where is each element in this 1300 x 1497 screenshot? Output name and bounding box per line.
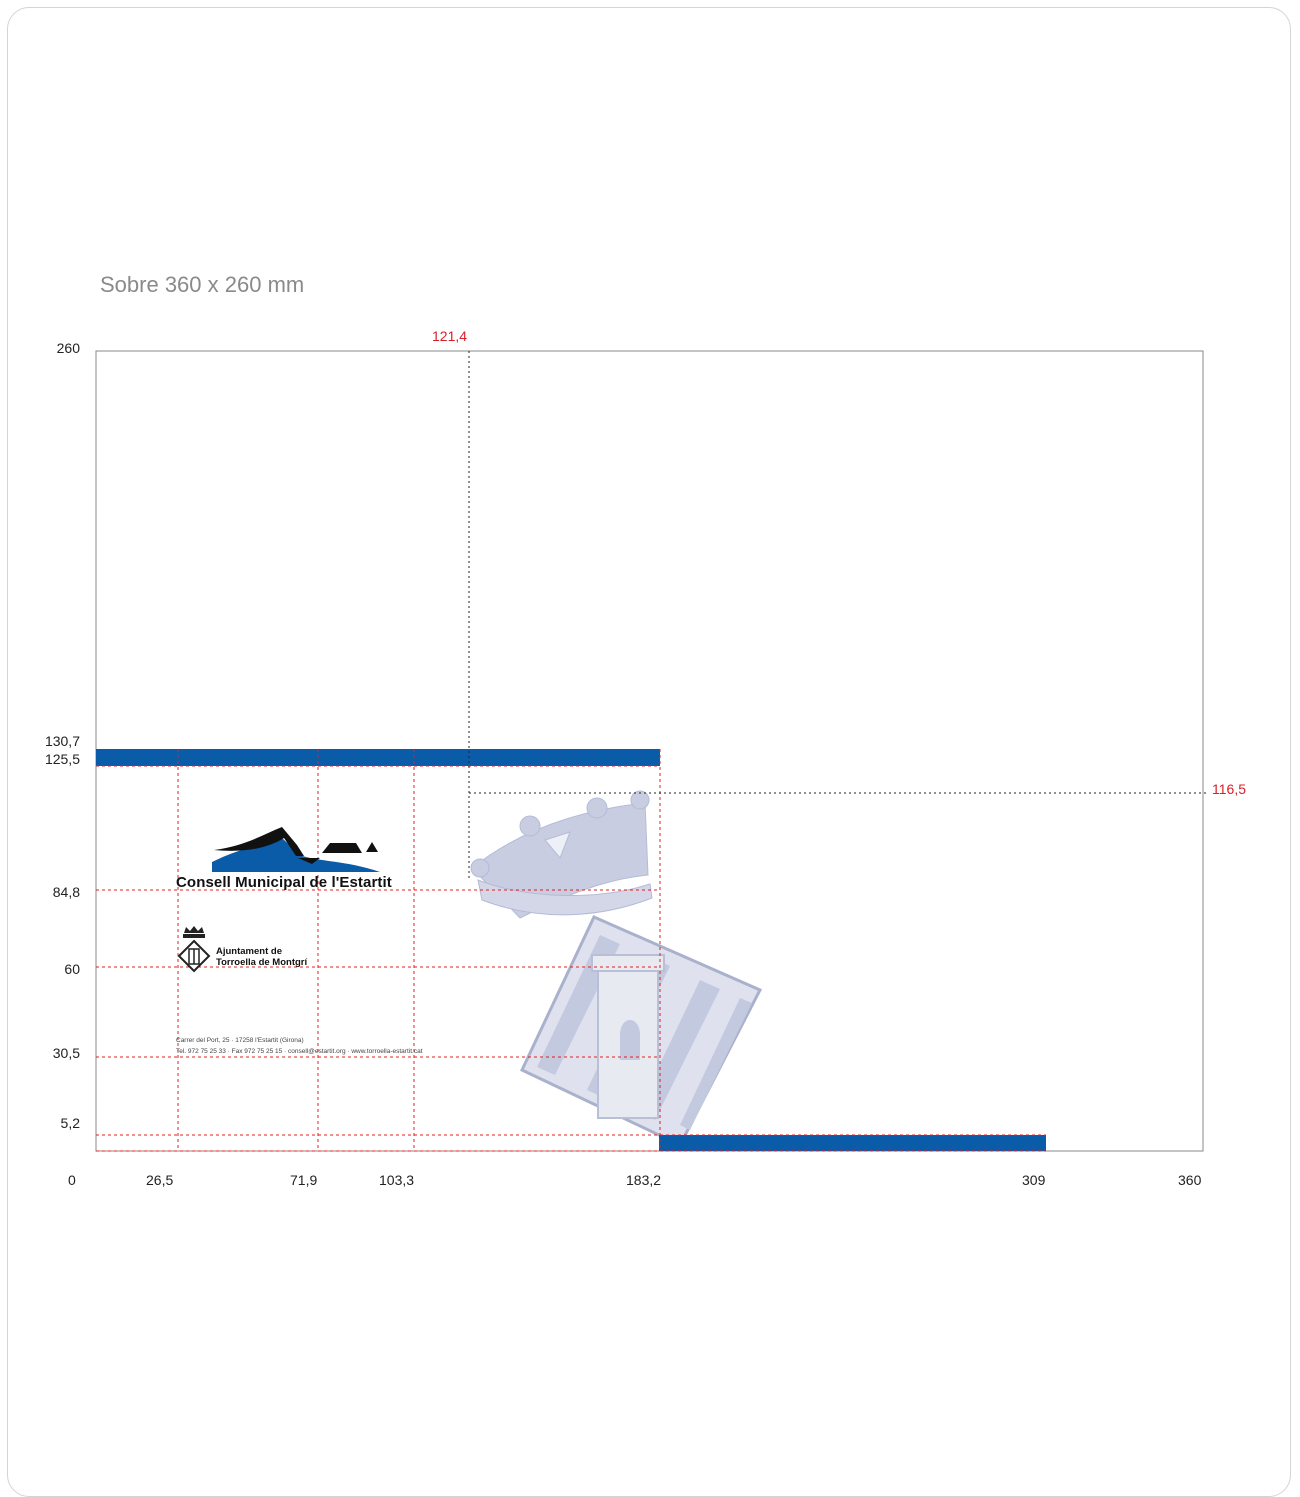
y-mark-label: 5,2 <box>60 1115 80 1131</box>
address-line2: Tel. 972 75 25 33 · Fax 972 75 25 15 · c… <box>176 1048 423 1055</box>
x-mark-label: 103,3 <box>379 1172 415 1188</box>
y-mark-label: 125,5 <box>44 751 80 767</box>
y-axis-top-label: 260 <box>56 340 80 356</box>
ajuntament-line1: Ajuntament de <box>216 946 282 957</box>
bottom-band <box>659 1135 1046 1151</box>
x-axis-end-label: 360 <box>1178 1172 1202 1188</box>
mountain-logo-icon <box>212 827 380 872</box>
black-guides <box>468 351 1208 880</box>
y-mark-label: 30,5 <box>52 1045 80 1061</box>
watermark-shield-icon <box>520 915 763 1147</box>
ajuntament-shield-icon <box>177 926 211 973</box>
watermark-crown-icon <box>470 790 653 919</box>
y-mark-label: 130,7 <box>44 733 80 749</box>
x-axis-origin-label: 0 <box>68 1172 76 1188</box>
y-mark-label: 84,8 <box>52 884 80 900</box>
red-mark-right-label: 116,5 <box>1212 781 1246 797</box>
red-mark-top-label: 121,4 <box>432 328 468 344</box>
address-line1: Carrer del Port, 25 · 17258 l'Estartit (… <box>176 1037 304 1044</box>
red-guides <box>96 749 1046 1152</box>
x-mark-label: 183,2 <box>626 1172 662 1188</box>
x-mark-label: 71,9 <box>290 1172 318 1188</box>
x-mark-label: 26,5 <box>146 1172 174 1188</box>
logo-wordmark: Consell Municipal de l'Estartit <box>176 874 392 891</box>
ajuntament-line2: Torroella de Montgrí <box>216 957 308 968</box>
x-mark-label: 309 <box>1022 1172 1046 1188</box>
y-mark-label: 60 <box>64 961 80 977</box>
top-band <box>96 749 660 766</box>
page-title: Sobre 360 x 260 mm <box>100 272 305 297</box>
